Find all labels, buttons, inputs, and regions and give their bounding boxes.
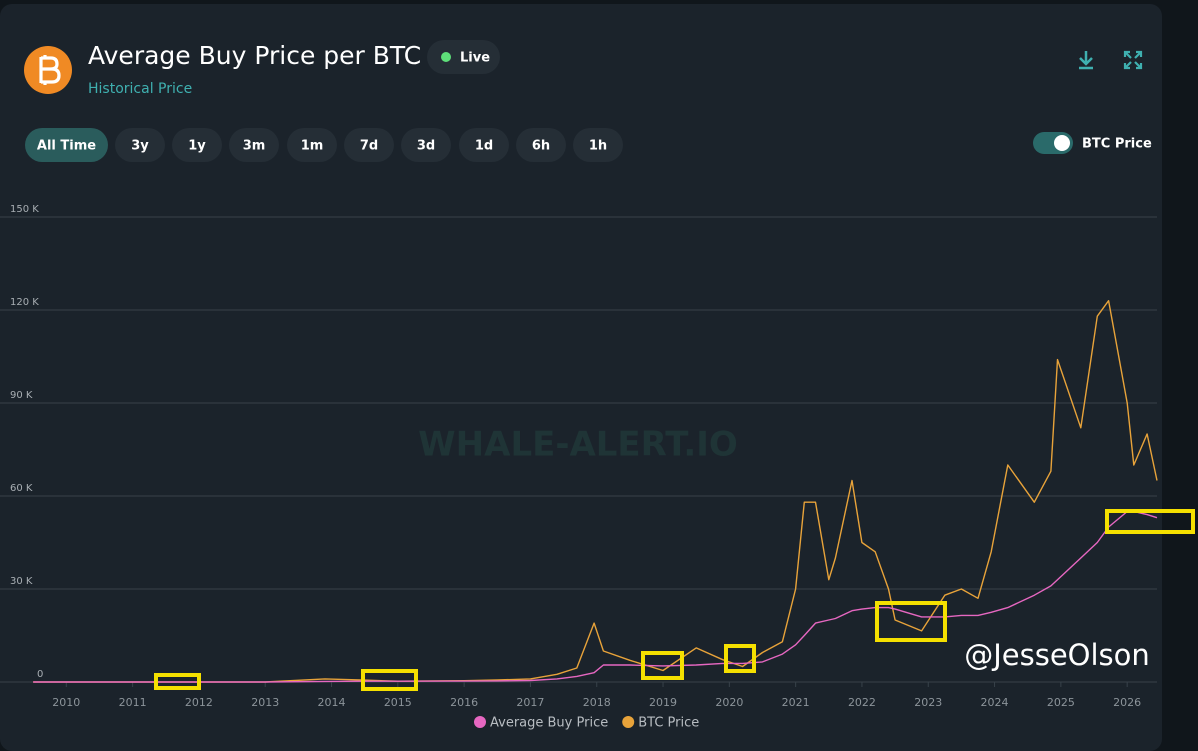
x-tick-label: 2018 <box>583 696 611 709</box>
range-button-bg <box>516 128 566 162</box>
range-button-label: 3d <box>417 139 435 154</box>
range-button-label: 7d <box>360 139 378 154</box>
watermark: WHALE-ALERT.IO <box>418 425 738 465</box>
range-button-label: 6h <box>532 139 550 154</box>
subtitle: Historical Price <box>88 81 192 97</box>
range-button-bg <box>287 128 337 162</box>
range-button-label: 1h <box>589 139 607 154</box>
range-button-label: 1d <box>475 139 493 154</box>
x-tick-label: 2020 <box>715 696 743 709</box>
y-tick-label: 90 K <box>10 390 33 401</box>
series-line <box>33 510 1158 683</box>
x-tick-label: 2014 <box>318 696 346 709</box>
range-button[interactable]: All Time <box>25 128 108 162</box>
range-button-bg <box>401 128 451 162</box>
credit: @JesseOlson <box>964 638 1150 672</box>
range-button-bg <box>344 128 394 162</box>
range-button[interactable]: 7d <box>344 128 394 162</box>
legend-swatch <box>474 716 486 728</box>
range-button-label: 1m <box>301 139 324 154</box>
title: Average Buy Price per BTC <box>88 41 421 70</box>
range-button[interactable]: 3d <box>401 128 451 162</box>
range-button-bg <box>25 128 108 162</box>
y-tick-label: 150 K <box>10 204 39 215</box>
x-tick-label: 2022 <box>848 696 876 709</box>
range-button-bg <box>115 128 165 162</box>
x-tick-label: 2011 <box>119 696 147 709</box>
x-tick-label: 2015 <box>384 696 412 709</box>
range-button[interactable]: 3y <box>115 128 165 162</box>
range-button-bg <box>573 128 623 162</box>
range-button[interactable]: 1y <box>172 128 222 162</box>
x-tick-label: 2024 <box>981 696 1009 709</box>
legend-label: BTC Price <box>638 716 699 731</box>
range-button-label: 3y <box>131 139 149 154</box>
range-button-label: 1y <box>188 139 206 154</box>
toggle-knob <box>1054 135 1070 151</box>
x-tick-label: 2016 <box>450 696 478 709</box>
toggle-label: BTC Price <box>1082 137 1152 152</box>
x-tick-label: 2025 <box>1047 696 1075 709</box>
range-button[interactable]: 1m <box>287 128 337 162</box>
y-tick-label: 120 K <box>10 297 39 308</box>
x-tick-label: 2019 <box>649 696 677 709</box>
range-button-label: All Time <box>37 139 96 154</box>
x-tick-label: 2021 <box>782 696 810 709</box>
y-tick-label: 60 K <box>10 483 33 494</box>
x-tick-label: 2012 <box>185 696 213 709</box>
range-button-bg <box>229 128 279 162</box>
y-tick-label: 0 <box>37 669 43 680</box>
x-tick-label: 2017 <box>516 696 544 709</box>
status-dot <box>441 52 451 62</box>
x-tick-label: 2026 <box>1113 696 1141 709</box>
y-tick-label: 30 K <box>10 576 33 587</box>
range-button-label: 3m <box>243 139 266 154</box>
card <box>0 4 1162 751</box>
highlight-boxes <box>154 509 1195 691</box>
fullscreen-button[interactable] <box>1123 50 1143 70</box>
range-button[interactable]: 6h <box>516 128 566 162</box>
status-badge <box>427 40 500 74</box>
range-button[interactable]: 1h <box>573 128 623 162</box>
status-text: Live <box>460 51 490 66</box>
range-button-bg <box>459 128 509 162</box>
x-tick-label: 2013 <box>251 696 279 709</box>
x-tick-label: 2023 <box>914 696 942 709</box>
range-button[interactable]: 3m <box>229 128 279 162</box>
x-tick-label: 2010 <box>52 696 80 709</box>
legend-label: Average Buy Price <box>490 716 608 731</box>
range-button[interactable]: 1d <box>459 128 509 162</box>
download-button[interactable] <box>1079 51 1093 70</box>
btc-icon <box>24 46 72 94</box>
legend-swatch <box>622 716 635 728</box>
range-button-bg <box>172 128 222 162</box>
